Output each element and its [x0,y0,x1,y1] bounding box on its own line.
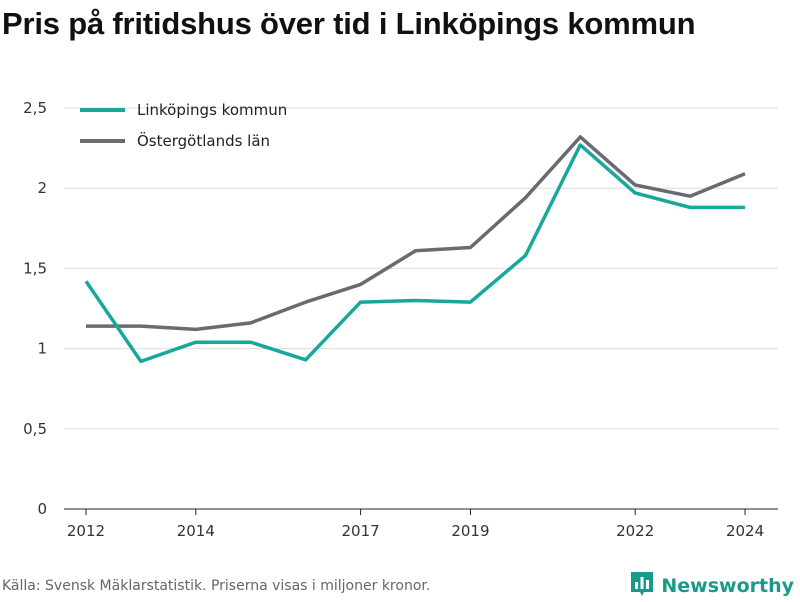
chart-title: Pris på fritidshus över tid i Linköpings… [2,6,696,41]
y-tick-label: 0,5 [23,420,47,438]
y-tick-label: 1,5 [23,259,47,277]
x-axis: 2012 2014 2017 2019 2022 2024 [64,508,778,540]
brand-name: Newsworthy [661,575,794,597]
series-lines [84,135,746,364]
x-tick-label: 2014 [177,522,215,540]
x-tick-label: 2019 [451,522,489,540]
source-note: Källa: Svensk Mäklarstatistik. Priserna … [2,578,431,594]
legend-label: Linköpings kommun [137,101,287,119]
y-axis-tick-labels: 0 0,5 1 1,5 2 2,5 [23,99,47,518]
x-tick-label: 2012 [67,522,105,540]
series-line [86,135,746,332]
legend-label: Östergötlands län [137,131,270,150]
x-tick-label: 2022 [616,522,654,540]
bar-chart-logo-icon [629,570,655,602]
x-tick-label: 2024 [726,522,764,540]
legend: Linköpings kommun Östergötlands län [80,101,287,150]
y-tick-label: 2 [37,179,47,197]
y-tick-label: 2,5 [23,99,47,117]
y-tick-label: 0 [37,500,47,518]
y-tick-label: 1 [37,340,47,358]
brand-logo: Newsworthy [629,570,794,602]
x-tick-label: 2017 [341,522,379,540]
series-line [84,143,745,364]
gridlines [64,107,778,430]
